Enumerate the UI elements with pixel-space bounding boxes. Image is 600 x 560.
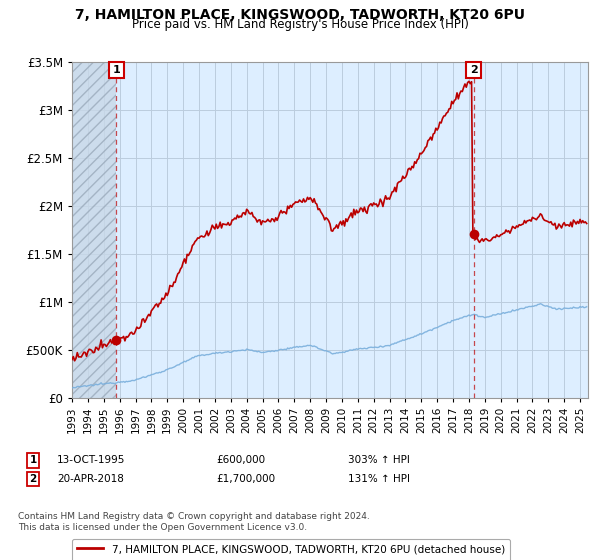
- Text: 7, HAMILTON PLACE, KINGSWOOD, TADWORTH, KT20 6PU: 7, HAMILTON PLACE, KINGSWOOD, TADWORTH, …: [75, 8, 525, 22]
- Text: 20-APR-2018: 20-APR-2018: [57, 474, 124, 484]
- Text: 13-OCT-1995: 13-OCT-1995: [57, 455, 125, 465]
- Text: 303% ↑ HPI: 303% ↑ HPI: [348, 455, 410, 465]
- Text: 131% ↑ HPI: 131% ↑ HPI: [348, 474, 410, 484]
- Text: £1,700,000: £1,700,000: [216, 474, 275, 484]
- Text: £600,000: £600,000: [216, 455, 265, 465]
- Text: Price paid vs. HM Land Registry's House Price Index (HPI): Price paid vs. HM Land Registry's House …: [131, 18, 469, 31]
- Text: 2: 2: [29, 474, 37, 484]
- Text: Contains HM Land Registry data © Crown copyright and database right 2024.
This d: Contains HM Land Registry data © Crown c…: [18, 512, 370, 532]
- Bar: [72, 62, 116, 398]
- Text: 2: 2: [470, 65, 478, 75]
- Text: 1: 1: [29, 455, 37, 465]
- Legend: 7, HAMILTON PLACE, KINGSWOOD, TADWORTH, KT20 6PU (detached house), HPI: Average : 7, HAMILTON PLACE, KINGSWOOD, TADWORTH, …: [72, 539, 510, 560]
- Text: 1: 1: [112, 65, 120, 75]
